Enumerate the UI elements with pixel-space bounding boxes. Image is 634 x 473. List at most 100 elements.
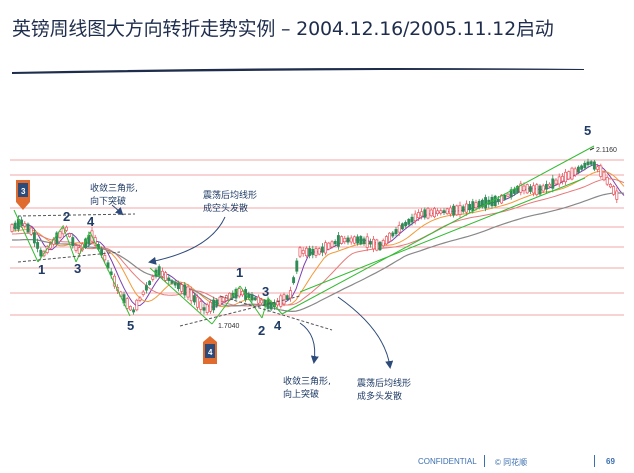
high-pointer (589, 147, 595, 151)
candle-body (429, 209, 433, 217)
candle-body (32, 232, 36, 244)
candle-body (541, 185, 545, 192)
footer-company: © 同花顺 (495, 458, 528, 467)
wave-label-2b: 2 (258, 323, 265, 338)
candle-body (205, 304, 209, 313)
candle-body (583, 162, 587, 169)
candle-body (615, 190, 619, 200)
triangle-lower-a (17, 251, 121, 263)
candle-body (496, 198, 500, 202)
candle-body (301, 250, 305, 254)
wave-zigzag-a (75, 231, 91, 263)
candle-body (349, 237, 353, 243)
candle-body (548, 183, 552, 187)
triangle-upper-a (17, 213, 136, 217)
candle-body (202, 307, 206, 311)
candle-body (327, 242, 331, 250)
grid-lines (10, 159, 624, 316)
candle-body (413, 213, 417, 222)
candle-body (567, 171, 571, 180)
wave-zigzag-a (62, 225, 77, 263)
candle-body (29, 227, 33, 235)
wave-label-5: 5 (127, 318, 134, 333)
candle-body (452, 205, 456, 216)
candle-body (330, 241, 334, 248)
candle-body (71, 237, 75, 247)
wave-zigzag-a (13, 209, 39, 263)
candle-body (208, 301, 212, 312)
candle-body (404, 222, 408, 227)
footer-separator-1 (484, 455, 485, 467)
ma-mid-line (11, 170, 625, 308)
candle-body (544, 184, 548, 190)
wave-label-5b: 5 (584, 123, 591, 138)
candle-body (247, 293, 251, 298)
callout-triangle-up-line1: 收敛三角形, (283, 375, 331, 387)
triangle-lower-b (179, 295, 301, 327)
arrow-bearish-ma (148, 216, 226, 265)
candle-body (324, 242, 328, 254)
candle-body (250, 294, 254, 301)
candle-body (554, 179, 558, 185)
arrow-triangle-down (111, 204, 124, 216)
pattern-lines (13, 145, 595, 331)
candle-body (560, 176, 564, 182)
candle-body (602, 171, 606, 181)
candle-body (509, 189, 513, 198)
candle-body (138, 297, 142, 301)
candle-body (234, 289, 238, 299)
footer-confidential: CONFIDENTIAL (418, 457, 477, 466)
trend-line-main (281, 145, 595, 315)
wave-zigzag-a (89, 231, 131, 317)
candle-body (381, 240, 385, 247)
candle-body (458, 205, 462, 215)
candle-body (100, 249, 104, 256)
candle-body (314, 248, 318, 256)
marker-4-label: 4 (208, 348, 213, 357)
candle-body (39, 249, 43, 257)
candle-body (378, 241, 382, 251)
marker-3: 3 (16, 180, 30, 210)
candle-body (522, 185, 526, 192)
wave-label-4b: 4 (274, 318, 282, 333)
candle-body (64, 226, 68, 231)
candle-body (320, 246, 324, 253)
callout-bearish-ma-line2: 成空头发散 (203, 202, 248, 214)
candle-body (535, 184, 539, 196)
candle-body (288, 290, 292, 299)
wave-zigzag-a (37, 225, 64, 263)
candle-body (26, 223, 30, 233)
candle-body (336, 235, 340, 247)
candle-body (58, 231, 62, 239)
candle-body (106, 262, 110, 269)
footer-separator-2 (594, 455, 595, 467)
candle-body (260, 299, 264, 304)
candle-body (573, 168, 577, 176)
candle-body (551, 178, 555, 189)
candle-body (23, 223, 27, 227)
candle-body (586, 161, 590, 166)
candle-body (237, 288, 241, 297)
candle-body (506, 193, 510, 197)
wave-label-1: 1 (38, 262, 45, 277)
wave-zigzag-b (149, 267, 213, 325)
candle-body (512, 188, 516, 194)
candle-body (410, 216, 414, 223)
candle-body (240, 290, 244, 296)
candle-body (144, 285, 148, 291)
candle-body (557, 176, 561, 185)
candle-body (125, 298, 129, 309)
candle-body (532, 185, 536, 194)
candle-body (183, 284, 187, 296)
candle-body (538, 185, 542, 195)
candle-body (503, 194, 507, 200)
candle-body (132, 309, 136, 313)
high-price-label: 2.1160 (596, 147, 617, 154)
candle-body (471, 201, 475, 212)
candle-body (516, 185, 520, 194)
candle-body (580, 165, 584, 170)
candle-body (317, 248, 321, 255)
wave-label-1b: 1 (236, 265, 243, 280)
candle-body (298, 247, 302, 257)
